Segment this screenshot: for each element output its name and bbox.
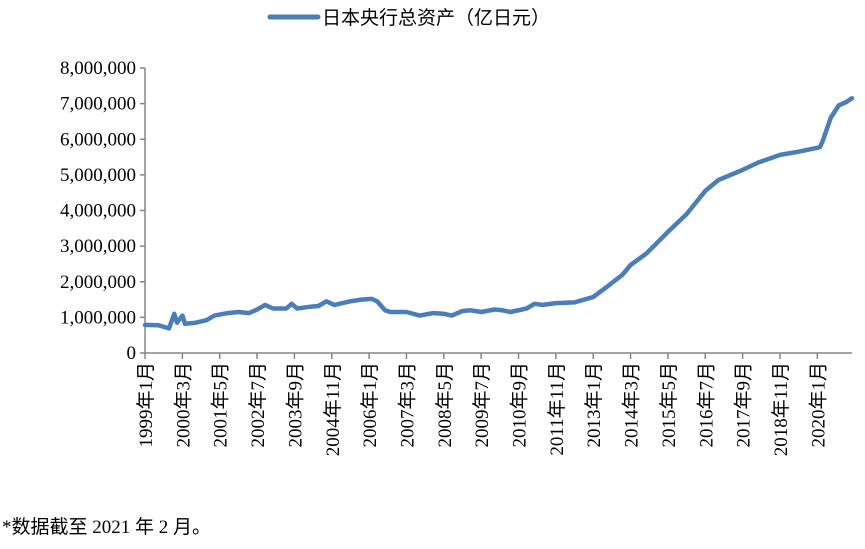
x-tick-label: 2002年7月 <box>247 362 269 448</box>
y-tick-label: 4,000,000 <box>60 201 136 222</box>
y-tick-label: 2,000,000 <box>60 272 136 293</box>
y-tick-label: 1,000,000 <box>60 307 136 328</box>
x-tick-label: 2008年5月 <box>434 362 456 448</box>
y-tick-label: 7,000,000 <box>60 94 136 115</box>
y-tick-label: 0 <box>127 343 137 364</box>
x-tick-label: 2007年3月 <box>396 362 418 448</box>
footnote: *数据截至 2021 年 2 月。 <box>2 517 212 538</box>
x-tick-label: 2016年7月 <box>695 362 717 448</box>
legend: 日本央行总资产（亿日元） <box>267 7 550 29</box>
x-tick-label: 2015年5月 <box>658 362 680 448</box>
series-line-0 <box>142 96 855 331</box>
y-tick-label: 8,000,000 <box>60 58 136 79</box>
x-tick-label: 2000年3月 <box>172 362 194 448</box>
x-tick-label: 2017年9月 <box>733 362 755 448</box>
y-tick-label: 6,000,000 <box>60 129 136 150</box>
x-tick-label: 2018年11月 <box>770 362 792 456</box>
x-axis: 1999年1月 2000年3月 2001年5月 2002年7月 2003年9月 2004年… <box>135 352 852 456</box>
y-tick-label: 5,000,000 <box>60 165 136 186</box>
x-tick-label: 2001年5月 <box>210 362 232 448</box>
x-tick-label: 1999年1月 <box>135 362 157 448</box>
x-tick-label: 2006年1月 <box>359 362 381 448</box>
x-tick-label: 2010年9月 <box>509 362 531 448</box>
y-axis: 0 1,000,000 2,000,000 3,000,000 4,000,000 5,0… <box>60 58 146 364</box>
plot-area <box>142 96 855 331</box>
x-tick-label: 2013年1月 <box>583 362 605 448</box>
x-tick-label: 2011年11月 <box>546 362 568 456</box>
x-tick-label: 2020年1月 <box>807 362 829 448</box>
x-tick-label: 2014年3月 <box>621 362 643 448</box>
y-tick-label: 3,000,000 <box>60 236 136 257</box>
x-tick-label: 2009年7月 <box>471 362 493 448</box>
x-tick-label: 2004年11月 <box>322 362 344 456</box>
legend-label: 日本央行总资产（亿日元） <box>322 7 550 29</box>
x-tick-label: 2003年9月 <box>284 362 306 448</box>
